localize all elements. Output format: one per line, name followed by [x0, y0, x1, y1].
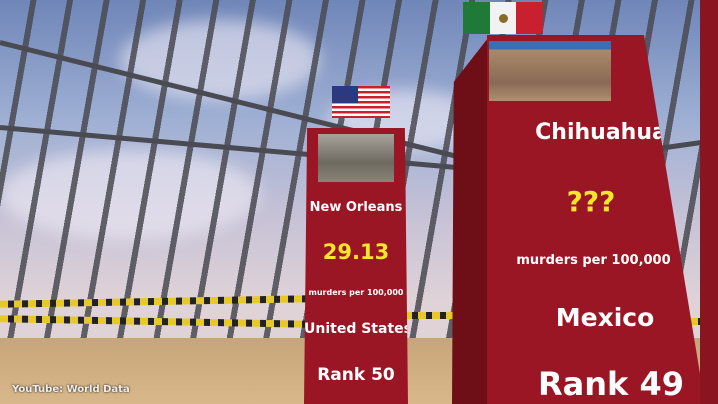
city-name: New Orleans	[309, 200, 403, 215]
right-pillar: Chihuahua ??? murders per 100,000 Mexico…	[487, 35, 705, 404]
city-photo	[318, 134, 394, 182]
murder-rate: 29.13	[322, 240, 390, 264]
country-name: United States	[304, 321, 412, 337]
watermark: YouTube: World Data	[12, 384, 130, 395]
right-pillar-side	[452, 38, 488, 404]
caution-tape	[404, 312, 464, 319]
city-name: Chihuahua	[535, 120, 667, 145]
murder-rate: ???	[566, 185, 616, 218]
left-pillar: New Orleans 29.13 murders per 100,000 Un…	[304, 128, 408, 404]
rank-label: Rank 50	[317, 365, 395, 385]
mexico-flag-icon	[463, 2, 544, 34]
country-name: Mexico	[555, 303, 655, 332]
unit-label: murders per 100,000	[308, 288, 404, 297]
city-photo	[489, 41, 611, 101]
usa-flag-icon	[332, 86, 390, 118]
rank-label: Rank 49	[538, 365, 684, 403]
corner-pillar	[700, 0, 718, 404]
unit-label: murders per 100,000	[516, 253, 671, 268]
